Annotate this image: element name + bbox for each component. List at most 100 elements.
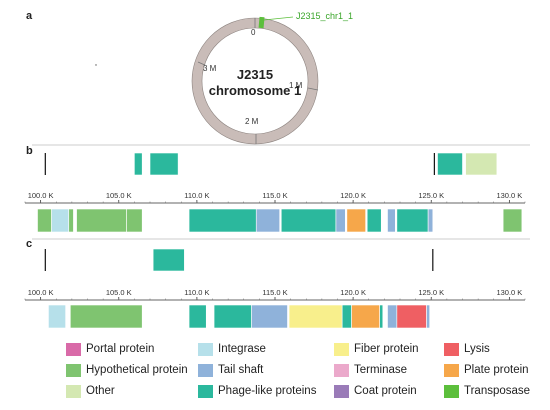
axis-tick-label: 130.0 K xyxy=(496,288,522,297)
legend-swatch-other xyxy=(66,384,81,398)
legend-swatch-lysis xyxy=(444,342,459,356)
ring-tick-2m: 2 M xyxy=(245,117,259,126)
legend-swatch-tail xyxy=(198,363,213,377)
legend-item-phage: Phage-like proteins xyxy=(198,383,316,399)
axis-tick-label: 105.0 K xyxy=(106,288,132,297)
prophage-marker-leader xyxy=(263,16,294,21)
legend-label-coat: Coat protein xyxy=(354,385,417,397)
legend-item-tail: Tail shaft xyxy=(198,362,263,378)
legend-label-other: Other xyxy=(86,385,115,397)
axis-tick-label: 125.0 K xyxy=(418,191,444,200)
legend-label-integrase: Integrase xyxy=(218,343,266,355)
gene-tail[interactable] xyxy=(335,208,346,233)
gene-phage[interactable] xyxy=(396,208,429,233)
gene-phage[interactable] xyxy=(341,304,352,329)
gene-phage[interactable] xyxy=(366,208,382,233)
legend-label-fiber: Fiber protein xyxy=(354,343,419,355)
panel-b: b 100.0 K 105.0 K 110.0 K 115.0 K 120.0 K 125… xyxy=(24,145,526,233)
panel-a: a J2315_chr1_1 0 1 M 2 M 3 M J2315 chrom… xyxy=(26,10,353,145)
ring-tick-3m: 3 M xyxy=(203,64,217,73)
legend-label-lysis: Lysis xyxy=(464,343,490,355)
gene-lysis[interactable] xyxy=(396,304,427,329)
chromosome-name-line2: chromosome 1 xyxy=(209,83,301,98)
axis-tick-label: 115.0 K xyxy=(262,191,287,200)
legend-swatch-terminase xyxy=(334,363,349,377)
gene-tail[interactable] xyxy=(387,304,398,329)
prophage-marker-label: J2315_chr1_1 xyxy=(296,11,353,21)
legend-swatch-plate xyxy=(444,363,459,377)
gene-hypothetical[interactable] xyxy=(70,304,143,329)
legend: Portal protein Hypothetical protein Other I… xyxy=(66,341,546,407)
legend-item-coat: Coat protein xyxy=(334,383,417,399)
gene-hypothetical[interactable] xyxy=(37,208,52,233)
gene-phage[interactable] xyxy=(188,208,257,233)
legend-swatch-fiber xyxy=(334,342,349,356)
gene-hypothetical[interactable] xyxy=(76,208,127,233)
legend-label-terminase: Terminase xyxy=(354,364,408,376)
gene-hypothetical[interactable] xyxy=(502,208,523,233)
legend-swatch-hypothetical xyxy=(66,363,81,377)
axis-tick-label: 130.0 K xyxy=(496,191,522,200)
gene-phage-top[interactable] xyxy=(152,248,185,272)
legend-item-fiber: Fiber protein xyxy=(334,341,419,357)
axis-tick-label: 120.0 K xyxy=(340,191,366,200)
panel-c-label: c xyxy=(26,238,32,250)
gene-plate[interactable] xyxy=(351,304,380,329)
axis-tick-label: 100.0 K xyxy=(28,288,54,297)
gene-tail[interactable] xyxy=(251,304,288,329)
gene-tail[interactable] xyxy=(426,304,430,329)
gene-phage-top[interactable] xyxy=(437,152,463,176)
ring-tick-0: 0 xyxy=(251,28,256,37)
gene-plate[interactable] xyxy=(346,208,366,233)
legend-swatch-phage xyxy=(198,384,213,398)
gene-integrase[interactable] xyxy=(51,208,70,233)
gene-tail[interactable] xyxy=(255,208,280,233)
ring-tick-1m: 1 M xyxy=(289,81,303,90)
legend-item-hypothetical: Hypothetical protein xyxy=(66,362,188,378)
legend-item-lysis: Lysis xyxy=(444,341,490,357)
genome-figure: a J2315_chr1_1 0 1 M 2 M 3 M J2315 chrom… xyxy=(24,10,530,329)
axis-tick-label: 120.0 K xyxy=(340,288,366,297)
legend-label-hypothetical: Hypothetical protein xyxy=(86,364,188,376)
gene-tail[interactable] xyxy=(387,208,396,233)
panel-c: c 100.0 K 105.0 K 110.0 K 115.0 K 120.0 K 125… xyxy=(24,238,526,329)
legend-swatch-coat xyxy=(334,384,349,398)
prophage-marker xyxy=(258,16,265,29)
legend-item-terminase: Terminase xyxy=(334,362,407,378)
legend-label-tail: Tail shaft xyxy=(218,364,264,376)
ring-tick-mark-3m xyxy=(197,61,208,67)
axis-tick-label: 100.0 K xyxy=(28,191,54,200)
gene-phage[interactable] xyxy=(280,208,337,233)
legend-item-portal: Portal protein xyxy=(66,341,154,357)
legend-label-transposase: Transposase xyxy=(464,385,531,397)
gene-phage[interactable] xyxy=(379,304,384,329)
legend-item-other: Other xyxy=(66,383,115,399)
legend-item-plate: Plate protein xyxy=(444,362,529,378)
gene-other-top[interactable] xyxy=(465,152,498,176)
chromosome-name-line1: J2315 xyxy=(237,67,273,82)
legend-label-plate: Plate protein xyxy=(464,364,529,376)
gene-hypothetical[interactable] xyxy=(68,208,74,233)
gene-phage[interactable] xyxy=(188,304,207,329)
gene-hypothetical[interactable] xyxy=(126,208,143,233)
axis-tick-label: 110.0 K xyxy=(184,191,209,200)
gene-phage[interactable] xyxy=(213,304,252,329)
panel-b-label: b xyxy=(26,145,33,157)
legend-swatch-portal xyxy=(66,342,81,356)
gene-tail[interactable] xyxy=(427,208,434,233)
gene-phage-top[interactable] xyxy=(134,152,143,176)
gene-fiber[interactable] xyxy=(288,304,343,329)
legend-swatch-integrase xyxy=(198,342,213,356)
legend-item-transposase: Transposase xyxy=(444,383,530,399)
axis-tick-label: 115.0 K xyxy=(262,288,287,297)
legend-item-integrase: Integrase xyxy=(198,341,266,357)
stray-dot xyxy=(95,64,97,66)
legend-label-portal: Portal protein xyxy=(86,343,155,355)
panel-a-label: a xyxy=(26,10,33,22)
gene-integrase[interactable] xyxy=(48,304,66,329)
axis-tick-label: 125.0 K xyxy=(418,288,444,297)
legend-swatch-transposase xyxy=(444,384,459,398)
ring-tick-mark-1m xyxy=(307,87,319,91)
axis-tick-label: 105.0 K xyxy=(106,191,132,200)
gene-phage-top[interactable] xyxy=(149,152,179,176)
